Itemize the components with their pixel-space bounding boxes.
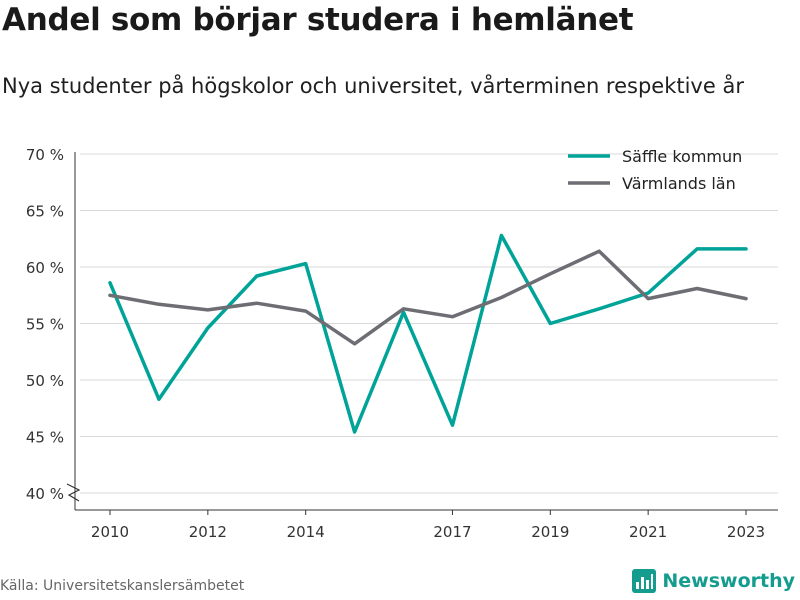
legend-label-1: Värmlands län [622,174,736,193]
y-tick-label: 55 % [26,316,64,334]
x-tick-label: 2012 [189,523,227,541]
x-tick-label: 2023 [727,523,765,541]
chart-subtitle: Nya studenter på högskolor och universit… [2,74,744,98]
legend-label-0: Säffle kommun [622,147,742,166]
y-tick-label: 50 % [26,372,64,390]
brand-name: Newsworthy [662,570,795,592]
y-tick-label: 65 % [26,203,64,221]
y-tick-label: 60 % [26,259,64,277]
y-tick-label: 40 % [26,485,64,503]
series-line-1 [108,249,748,346]
chart-title: Andel som börjar studera i hemlänet [2,2,634,38]
source-note: Källa: Universitetskanslersämbetet [0,578,245,594]
x-tick-label: 2019 [531,523,569,541]
y-axis-break-mark [66,483,81,502]
x-tick-label: 2014 [287,523,325,541]
x-tick-label: 2021 [629,523,667,541]
y-tick-label: 70 % [26,146,64,164]
bar-chart-logo-icon [632,569,657,593]
x-tick-label: 2010 [91,523,129,541]
series-line-0 [108,233,748,434]
brand-logo[interactable]: Newsworthy [632,569,795,593]
y-tick-label: 45 % [26,429,64,447]
x-tick-label: 2017 [433,523,471,541]
